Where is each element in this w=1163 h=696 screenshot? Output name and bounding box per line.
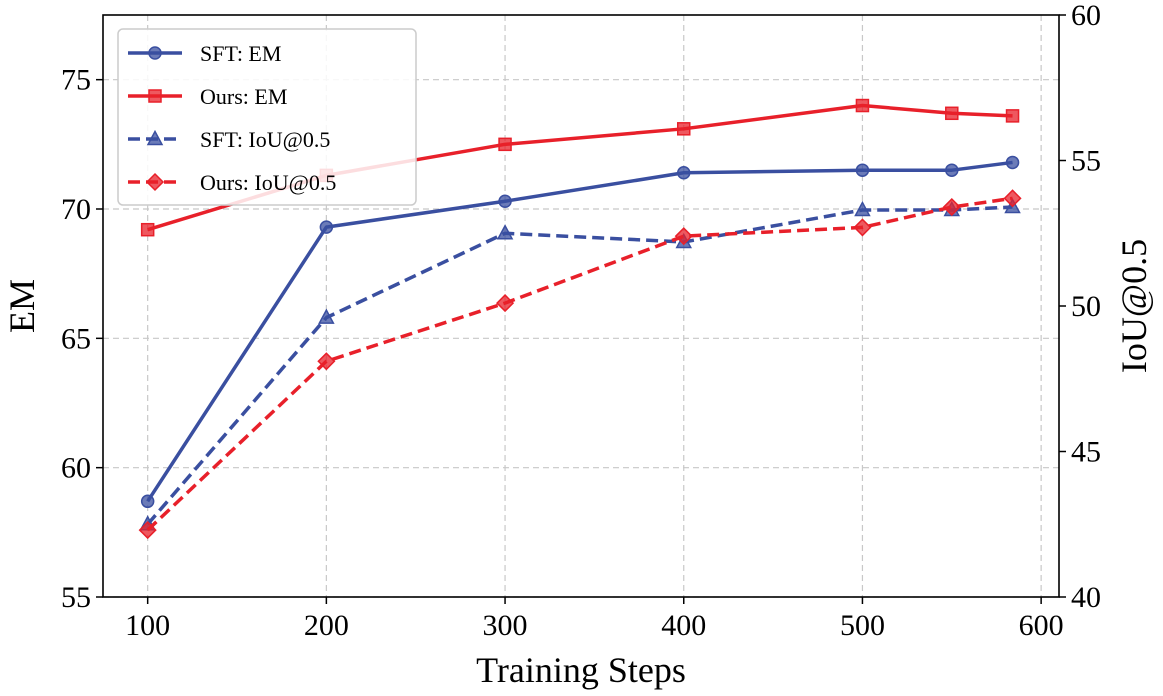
x-tick-label: 300 [483, 609, 528, 642]
series-line [146, 196, 1013, 532]
data-point [496, 224, 514, 240]
x-tick-label: 400 [661, 609, 706, 642]
data-point [495, 294, 515, 313]
data-point [676, 166, 691, 180]
legend-marker [146, 129, 164, 146]
series-3 [138, 189, 1022, 540]
x-tick-label: 200 [304, 609, 349, 642]
data-point [945, 106, 959, 121]
legend-label: Ours: EM [200, 84, 287, 109]
data-point [498, 137, 512, 152]
legend-item: SFT: EM [128, 41, 281, 66]
axes: 100 200 300 400 500 600 55 60 65 70 75 40 45 50 55 60 [61, 0, 1101, 642]
data-point [676, 122, 691, 136]
x-tick-label: 100 [125, 609, 170, 642]
data-point [674, 227, 693, 246]
data-point [854, 200, 871, 217]
data-point [140, 222, 155, 237]
legend-box [117, 28, 417, 206]
x-tick-label: 500 [840, 609, 885, 642]
data-point [319, 220, 334, 234]
data-point [498, 194, 512, 208]
data-point [855, 98, 870, 113]
y-right-tick-label: 45 [1071, 436, 1101, 469]
series-0 [140, 155, 1020, 509]
data-point [853, 218, 872, 237]
data-point [945, 163, 959, 177]
legend-marker [145, 172, 165, 192]
y-left-tick-label: 60 [61, 452, 91, 485]
data-point [942, 197, 961, 217]
x-tick-label: 600 [1019, 609, 1064, 642]
series-line [146, 205, 1013, 526]
legend: SFT: EM Ours: EM SFT: IoU@0.5 Ours: IoU@0.5 [117, 28, 417, 206]
data-point [1003, 189, 1022, 208]
y-axis-right-title: IoU@0.5 [1114, 239, 1154, 373]
y-left-tick-label: 55 [61, 581, 91, 614]
legend-label: SFT: IoU@0.5 [200, 127, 330, 152]
legend-item: Ours: IoU@0.5 [128, 170, 336, 195]
y-right-tick-label: 50 [1071, 290, 1101, 323]
data-point [1005, 155, 1020, 170]
y-right-tick-label: 40 [1071, 581, 1101, 614]
data-point [318, 308, 335, 324]
series-line [146, 160, 1013, 503]
legend-marker [148, 46, 162, 60]
y-right-tick-label: 60 [1071, 0, 1101, 32]
y-axis-left-title: EM [2, 279, 42, 333]
legend-label: Ours: IoU@0.5 [200, 170, 336, 195]
data-point [140, 494, 155, 509]
legend-label: SFT: EM [200, 41, 281, 66]
x-axis-title: Training Steps [476, 650, 686, 690]
data-point [138, 521, 157, 540]
data-point [1005, 109, 1020, 123]
y-right-tick-label: 55 [1071, 145, 1101, 178]
data-point [317, 352, 336, 371]
y-left-tick-label: 75 [61, 64, 91, 97]
legend-item: Ours: EM [128, 84, 287, 109]
y-left-tick-label: 70 [61, 193, 91, 226]
legend-marker [148, 89, 162, 103]
series-2 [139, 197, 1021, 531]
legend-item: SFT: IoU@0.5 [128, 127, 330, 152]
y-left-tick-label: 65 [61, 322, 91, 355]
data-point [855, 163, 870, 177]
